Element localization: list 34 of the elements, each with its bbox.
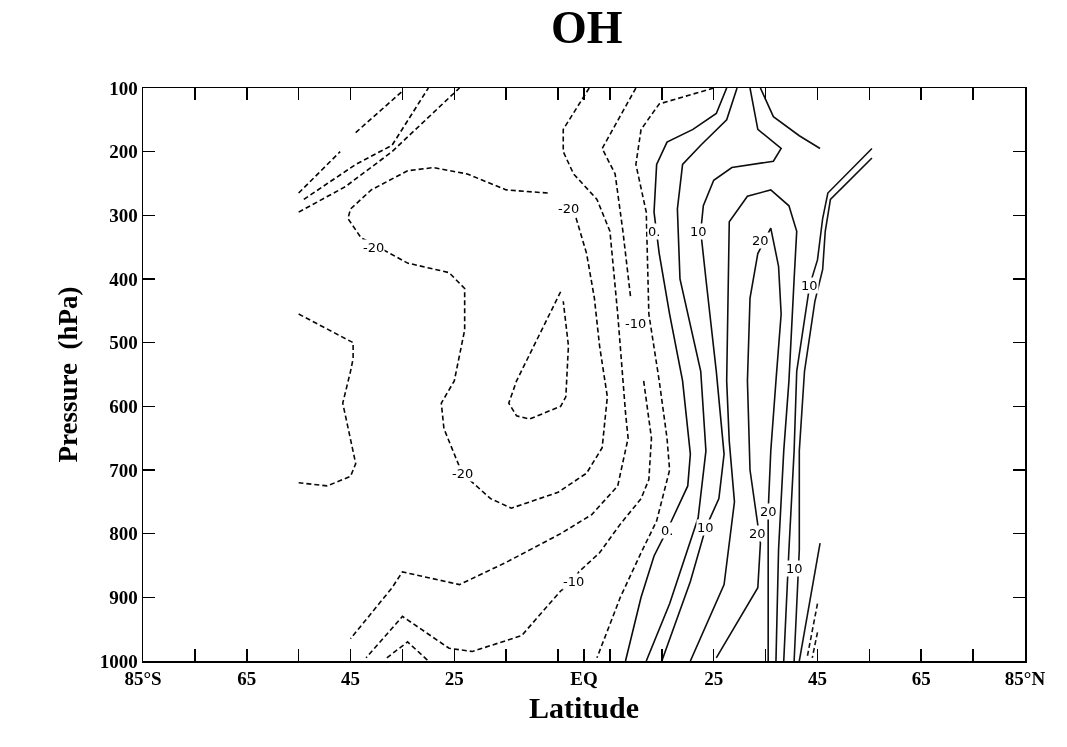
x-tick-label: 85°N — [1004, 668, 1046, 690]
annotation: -10 — [563, 574, 585, 589]
annotation: -20 — [363, 240, 385, 255]
x-tick-label: 45 — [807, 668, 827, 690]
y-axis-title: Pressure (hPa) — [53, 286, 83, 463]
y-tick-label: 700 — [109, 459, 138, 481]
x-tick-label: 65 — [911, 668, 931, 690]
annotation: -10 — [625, 316, 647, 331]
annotation: 10 — [697, 520, 714, 535]
annotation: -20 — [558, 201, 580, 216]
chart-title: OH — [551, 2, 623, 54]
y-tick-label: 100 — [109, 77, 138, 99]
x-axis-title: Latitude — [528, 690, 640, 724]
annotation: 10 — [786, 561, 803, 576]
annotation: 20 — [760, 504, 777, 519]
x-tick-label: 25 — [704, 668, 724, 690]
y-tick-label: 500 — [109, 332, 138, 354]
annotation: 10 — [690, 224, 707, 239]
annotation: 20 — [752, 233, 769, 248]
annotation: -20 — [452, 466, 474, 481]
annotation: 0. — [648, 224, 661, 239]
x-tick-label: 45 — [341, 668, 361, 690]
x-tick-label: EQ — [570, 668, 598, 690]
y-tick-label: 300 — [109, 204, 138, 226]
x-tick-label: 25 — [444, 668, 464, 690]
annotation: 20 — [749, 526, 766, 541]
y-tick-label: 200 — [109, 141, 138, 163]
annotation: 0. — [661, 523, 674, 538]
y-tick-label: 600 — [109, 395, 138, 417]
annotation: 10 — [801, 278, 818, 293]
y-tick-label: 800 — [109, 523, 138, 545]
y-tick-label: 400 — [109, 268, 138, 290]
y-tick-label: 900 — [109, 586, 138, 608]
x-tick-label: 65 — [237, 668, 257, 690]
